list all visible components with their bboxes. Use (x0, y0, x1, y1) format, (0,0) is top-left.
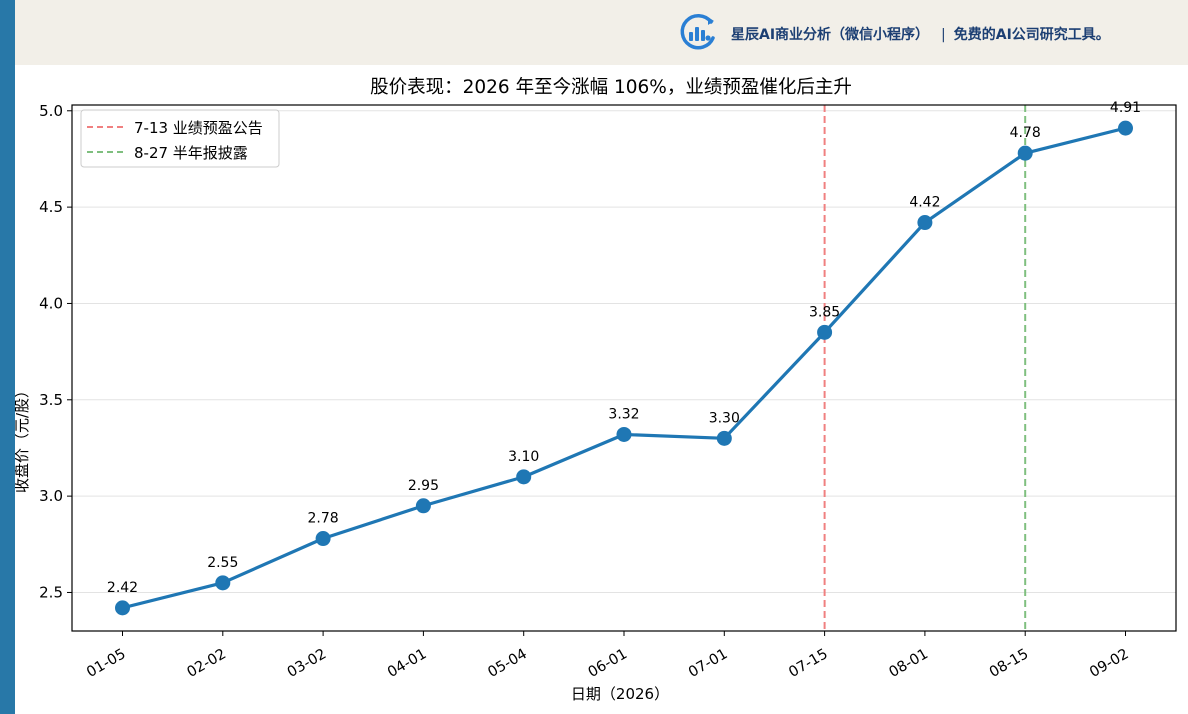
plot-frame (71, 104, 1177, 632)
y-tick-label: 3.0 (39, 487, 63, 505)
x-tick-label: 09-02 (1087, 646, 1131, 681)
x-tick-label: 05-04 (485, 646, 529, 681)
data-label: 3.32 (608, 406, 639, 422)
legend-box (80, 109, 280, 168)
data-point (1118, 120, 1133, 136)
data-label: 3.10 (508, 449, 539, 465)
data-point (516, 469, 532, 485)
data-point (315, 531, 331, 547)
price-line (122, 126, 1126, 610)
x-tick-label: 06-01 (586, 646, 630, 681)
x-tick-label: 03-02 (285, 646, 329, 681)
left-accent-stripe (0, 0, 15, 714)
x-tick-label: 02-02 (184, 646, 228, 681)
y-tick-label: 2.5 (39, 583, 63, 601)
data-label: 2.78 (308, 511, 339, 527)
data-point (917, 215, 933, 231)
x-tick-label: 08-15 (987, 646, 1031, 681)
data-point (1017, 145, 1033, 161)
series-layer (115, 120, 1133, 616)
data-point (716, 430, 732, 446)
data-label: 2.42 (107, 580, 138, 596)
data-point (115, 600, 130, 616)
y-axis: 2.5 3.0 3.5 4.0 4.5 5.0 (39, 102, 72, 601)
price-line-chart: 股价表现：2026 年至今涨幅 106%，业绩预盈催化后主升 2.422.552… (15, 77, 1177, 703)
data-point (616, 426, 632, 442)
data-label: 4.91 (1110, 100, 1141, 116)
brand-text: 星辰AI商业分析（微信小程序） | 免费的AI公司研究工具。 (731, 24, 1110, 44)
y-tick-label: 4.5 (39, 198, 63, 216)
brand-name: 星辰AI商业分析（微信小程序） (731, 27, 930, 43)
data-point (215, 575, 231, 591)
data-point (817, 324, 833, 340)
brand-header: 星辰AI商业分析（微信小程序） | 免费的AI公司研究工具。 (15, 0, 1188, 65)
brand-separator: | (941, 27, 946, 43)
data-point (415, 498, 431, 514)
event-lines (823, 105, 1027, 631)
x-tick-label: 01-05 (84, 646, 128, 681)
chart-bars-circle-icon (680, 14, 715, 50)
data-label: 3.30 (709, 410, 740, 426)
data-labels: 2.42 2.55 2.78 2.95 3.10 3.32 3.30 3.85 4.42 4.78… (107, 100, 1141, 596)
data-label: 3.85 (809, 304, 840, 320)
y-tick-label: 5.0 (39, 102, 63, 120)
legend: 7-13 业绩预盈公告 8-27 半年报披露 (80, 109, 280, 168)
legend-label-half-year-report: 8-27 半年报披露 (134, 144, 248, 162)
x-axis: 01-05 02-02 03-02 04-01 05-04 06-01 07-01 07-15… (84, 631, 1132, 681)
x-tick-label: 08-01 (887, 646, 931, 681)
x-tick-label: 07-15 (786, 646, 830, 681)
legend-label-earnings-preannouncement: 7-13 业绩预盈公告 (134, 119, 263, 137)
data-label: 4.78 (1010, 125, 1041, 141)
brand-tagline: 免费的AI公司研究工具。 (953, 27, 1110, 43)
grid-lines (72, 110, 1176, 593)
y-tick-label: 4.0 (39, 294, 63, 312)
data-label: 2.95 (408, 478, 439, 494)
data-label: 4.42 (909, 195, 940, 211)
x-tick-label: 07-01 (686, 646, 730, 681)
x-axis-label: 日期（2026） (571, 685, 669, 703)
y-axis-label: 收盘价（元/股） (15, 383, 31, 493)
y-tick-label: 3.5 (39, 391, 63, 409)
x-tick-label: 04-01 (385, 646, 429, 681)
data-label: 2.55 (207, 555, 238, 571)
chart-title: 股价表现：2026 年至今涨幅 106%，业绩预盈催化后主升 (370, 77, 852, 98)
